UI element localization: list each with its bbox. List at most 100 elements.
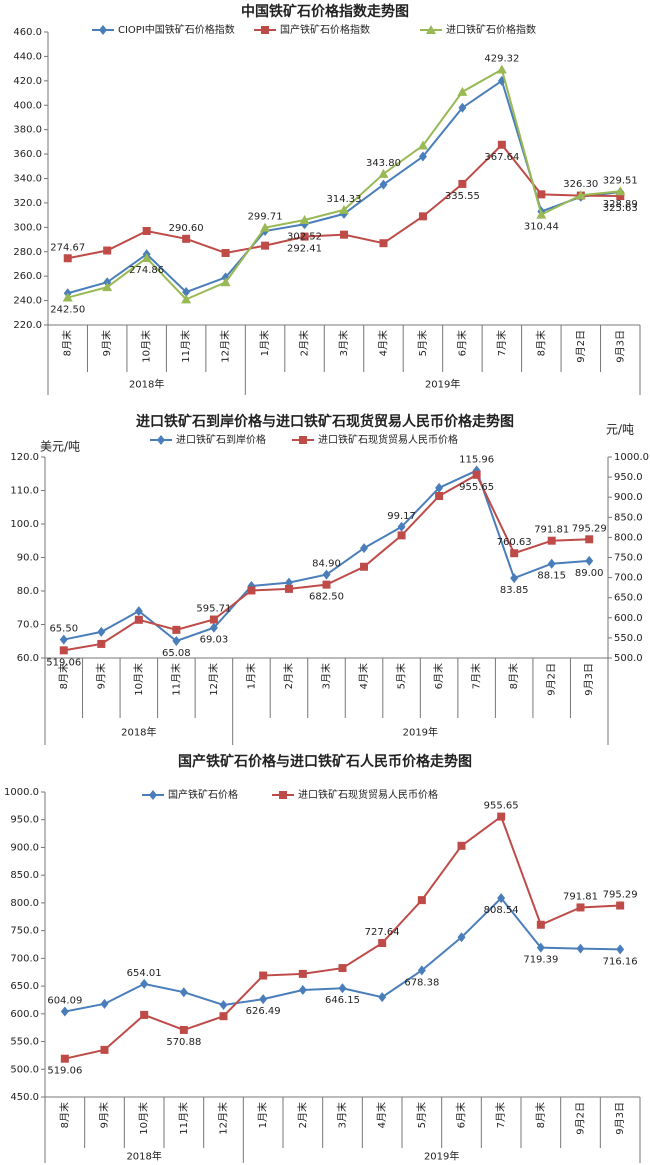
legend-label: 进口铁矿石到岸价格 [176, 433, 266, 446]
x-tick-label: 3月末 [320, 663, 333, 689]
x-tick-label: 7月末 [495, 330, 508, 356]
marker [209, 622, 218, 633]
data-label: 326.30 [563, 179, 598, 190]
data-label: 65.08 [162, 648, 191, 659]
marker [575, 190, 586, 200]
y-axis-unit: 美元/吨 [40, 440, 80, 454]
data-label: 955.65 [484, 801, 519, 812]
data-label: 791.81 [563, 891, 598, 902]
y2-tick-label: 800.0 [614, 532, 643, 543]
data-label: 242.50 [50, 305, 85, 316]
marker [209, 615, 218, 624]
y2-tick-label: 650.0 [614, 593, 643, 604]
marker [100, 998, 109, 1009]
y2-tick-label: 750.0 [614, 553, 643, 564]
y-tick-label: 80.0 [17, 586, 39, 597]
x-tick-label: 8月末 [57, 663, 70, 689]
marker [172, 635, 181, 646]
y-tick-label: 90.0 [17, 553, 39, 564]
x-tick-label: 9月3日 [614, 1102, 626, 1135]
y-tick-label: 440.0 [13, 51, 42, 62]
marker [140, 978, 149, 989]
data-label: 654.01 [127, 968, 162, 979]
data-label: 795.29 [603, 890, 638, 901]
marker [472, 470, 481, 479]
x-tick-label: 4月末 [357, 663, 370, 689]
marker [157, 435, 165, 445]
y-tick-label: 500.0 [10, 1064, 39, 1075]
legend-label: 国产铁矿石价格指数 [280, 23, 370, 36]
data-label: 292.41 [287, 244, 322, 255]
legend-label: 进口铁矿石现货贸易人民币价格 [318, 433, 458, 446]
x-tick-label: 1月末 [258, 330, 271, 356]
data-label: 570.88 [166, 1037, 201, 1048]
marker [99, 25, 107, 35]
x-tick-label: 3月末 [336, 1102, 349, 1128]
series-line [64, 814, 621, 1060]
marker [338, 964, 347, 973]
y-tick-label: 110.0 [10, 486, 39, 497]
marker [60, 1006, 69, 1017]
marker [181, 294, 192, 304]
x-tick-label: 6月末 [455, 1102, 468, 1128]
x-tick-label: 3月末 [337, 330, 350, 356]
marker [547, 536, 556, 545]
x-tick-label: 9月2日 [575, 1102, 587, 1135]
x-tick-label: 9月3日 [614, 330, 626, 363]
marker [63, 254, 72, 263]
marker [536, 209, 547, 219]
y-tick-label: 800.0 [10, 898, 39, 909]
x-tick-label: 5月末 [415, 1102, 428, 1128]
marker [378, 992, 387, 1003]
marker [457, 932, 466, 943]
marker [457, 86, 468, 96]
marker [615, 186, 626, 196]
marker [378, 939, 387, 948]
marker [182, 234, 191, 243]
marker [247, 586, 256, 595]
x-tick-label: 5月末 [416, 330, 429, 356]
marker [576, 943, 585, 954]
data-label: 274.67 [50, 242, 85, 253]
x-tick-label: 7月末 [494, 1102, 507, 1128]
marker [102, 282, 113, 292]
data-label: 65.50 [49, 624, 78, 635]
legend-label: CIOPI中国铁矿石价格指数 [118, 23, 235, 36]
legend-label: 国产铁矿石价格 [168, 788, 238, 801]
marker [397, 521, 406, 532]
marker [340, 230, 348, 239]
marker [426, 25, 436, 34]
marker [182, 287, 191, 298]
x-tick-label: 6月末 [432, 663, 445, 689]
x-tick-label: 8月末 [507, 663, 520, 689]
y-tick-label: 650.0 [10, 981, 39, 992]
marker [378, 168, 389, 178]
marker [103, 246, 112, 255]
marker [547, 558, 556, 569]
y-tick-label: 750.0 [10, 926, 39, 937]
marker [298, 984, 307, 995]
y2-tick-label: 500.0 [614, 653, 643, 664]
marker [360, 562, 369, 571]
y-tick-label: 70.0 [17, 620, 39, 631]
marker [59, 634, 68, 645]
legend-label: 进口铁矿石价格指数 [446, 23, 536, 36]
y-tick-label: 240.0 [13, 296, 42, 307]
y-tick-label: 700.0 [10, 953, 39, 964]
group-label: 2018年 [129, 378, 164, 391]
marker [279, 791, 287, 799]
marker [259, 971, 268, 980]
marker [497, 812, 506, 821]
marker [172, 625, 181, 634]
y-tick-label: 360.0 [13, 149, 42, 160]
y-tick-label: 460.0 [13, 27, 42, 38]
marker [510, 573, 519, 584]
data-label: 89.00 [575, 568, 604, 579]
x-tick-label: 8月末 [534, 330, 547, 356]
y-tick-label: 420.0 [13, 76, 42, 87]
x-tick-label: 2月末 [296, 1102, 309, 1128]
x-tick-label: 7月末 [470, 663, 483, 689]
marker [616, 192, 625, 201]
y-tick-label: 320.0 [13, 198, 42, 209]
x-tick-label: 11月末 [177, 1102, 190, 1135]
